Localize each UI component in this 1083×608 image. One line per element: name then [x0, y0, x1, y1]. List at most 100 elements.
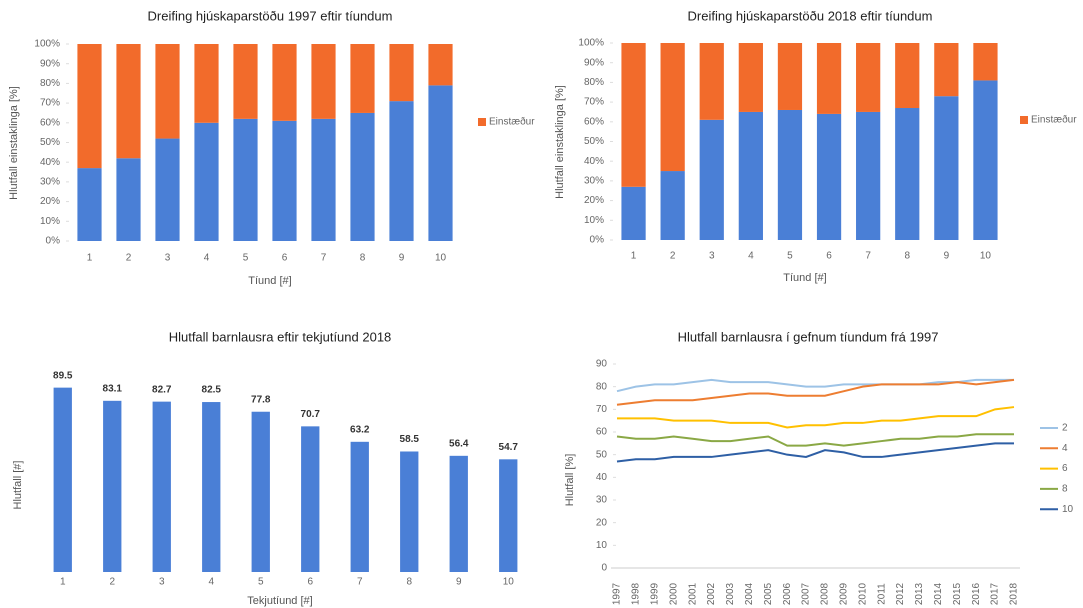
y-tick-label: 30 [596, 495, 608, 506]
y-tick-label: 30% [40, 177, 60, 188]
y-tick-label: 0% [590, 235, 605, 246]
legend-label: Einstæður [489, 116, 535, 128]
x-tick-label: 7 [865, 251, 871, 262]
y-tick-label: 0% [46, 236, 61, 247]
x-tick-label: 2001 [687, 582, 698, 605]
x-tick-label: 9 [456, 577, 462, 588]
y-tick-label: 80% [584, 77, 604, 88]
bar [400, 451, 419, 572]
bar [350, 441, 369, 572]
x-tick-label: 2000 [668, 582, 679, 605]
x-tick-label: 4 [748, 251, 754, 262]
y-tick-label: 70% [584, 97, 604, 108]
y-tick-label: 80 [596, 381, 608, 392]
bar [389, 44, 414, 102]
x-tick-label: 8 [360, 253, 366, 264]
legend-swatch [1020, 116, 1028, 124]
x-tick-label: 2010 [857, 582, 868, 605]
x-tick-label: 3 [165, 253, 171, 264]
bar [116, 158, 141, 241]
x-tick-label: 9 [399, 253, 405, 264]
chart-title: Hlutfall barnlausra í gefnum tíundum frá… [678, 329, 939, 344]
y-tick-label: 50% [584, 136, 604, 147]
x-tick-label: 2017 [990, 582, 1001, 605]
bar [311, 44, 336, 119]
y-tick-label: 50% [40, 137, 60, 148]
bar [816, 113, 842, 240]
chart: Hlutfall barnlausra í gefnum tíundum frá… [564, 329, 1074, 605]
x-tick-label: 2 [109, 577, 115, 588]
y-tick-label: 60% [584, 116, 604, 127]
x-tick-label: 2 [670, 251, 676, 262]
bar [816, 43, 842, 114]
y-axis-label: Hlutfall [#] [12, 461, 24, 510]
x-tick-label: 2004 [744, 582, 755, 605]
bar [621, 43, 646, 187]
y-tick-label: 50 [596, 449, 608, 460]
bar [152, 401, 171, 572]
legend-label: 6 [1062, 463, 1068, 474]
bar [251, 411, 270, 572]
bar [428, 85, 453, 242]
bar [350, 44, 375, 113]
y-tick-label: 90% [584, 57, 604, 68]
x-tick-label: 2018 [1009, 582, 1020, 605]
x-tick-label: 2014 [933, 582, 944, 605]
x-tick-label: 1997 [612, 582, 623, 605]
data-label: 70.7 [301, 409, 321, 420]
bar [311, 118, 336, 241]
bar [934, 96, 959, 240]
bar [895, 43, 920, 109]
x-tick-label: 1999 [649, 582, 660, 605]
y-tick-label: 10% [40, 216, 60, 227]
x-tick-label: 2002 [706, 582, 717, 605]
chart-title: Dreifing hjúskaparstöðu 1997 eftir tíund… [148, 8, 393, 23]
x-tick-label: 3 [159, 577, 165, 588]
bar [934, 43, 959, 97]
line [617, 406, 1015, 429]
x-tick-label: 10 [980, 251, 992, 262]
bar [103, 400, 122, 572]
x-tick-label: 2015 [952, 582, 963, 605]
y-tick-label: 90 [596, 359, 608, 370]
bar [777, 43, 803, 110]
x-tick-label: 10 [503, 577, 515, 588]
y-tick-label: 10% [584, 215, 604, 226]
y-tick-label: 30% [584, 176, 604, 187]
bar [738, 43, 763, 112]
bar [155, 44, 180, 139]
bar [301, 426, 320, 572]
y-tick-label: 70 [596, 404, 608, 415]
line [616, 442, 1014, 463]
x-axis-label: Tíund [#] [783, 272, 826, 284]
legend-swatch [478, 118, 486, 126]
x-tick-label: 2006 [782, 582, 793, 605]
x-tick-label: 9 [944, 251, 950, 262]
bar [350, 112, 375, 241]
legend-label: 8 [1062, 484, 1068, 495]
x-axis-label: Tíund [#] [248, 275, 291, 287]
data-label: 82.5 [202, 385, 222, 396]
legend-label: 2 [1062, 423, 1068, 434]
data-label: 82.7 [152, 384, 172, 395]
x-tick-label: 2 [126, 253, 132, 264]
bar [194, 44, 219, 123]
x-tick-label: 2012 [895, 582, 906, 605]
x-axis-label: Tekjutíund [#] [247, 595, 312, 607]
bar [233, 118, 258, 241]
bar [499, 459, 518, 572]
x-tick-label: 2016 [971, 582, 982, 605]
bar [699, 119, 724, 240]
legend-label: Einstæður [1031, 114, 1077, 126]
bar [699, 43, 724, 120]
bar [77, 44, 102, 169]
x-tick-label: 5 [243, 253, 249, 264]
x-tick-label: 2013 [914, 582, 925, 605]
line [616, 378, 1014, 393]
x-tick-label: 2007 [801, 582, 812, 605]
bar [856, 111, 881, 240]
bar [660, 43, 685, 172]
y-tick-label: 20% [584, 195, 604, 206]
data-label: 89.5 [53, 370, 73, 381]
